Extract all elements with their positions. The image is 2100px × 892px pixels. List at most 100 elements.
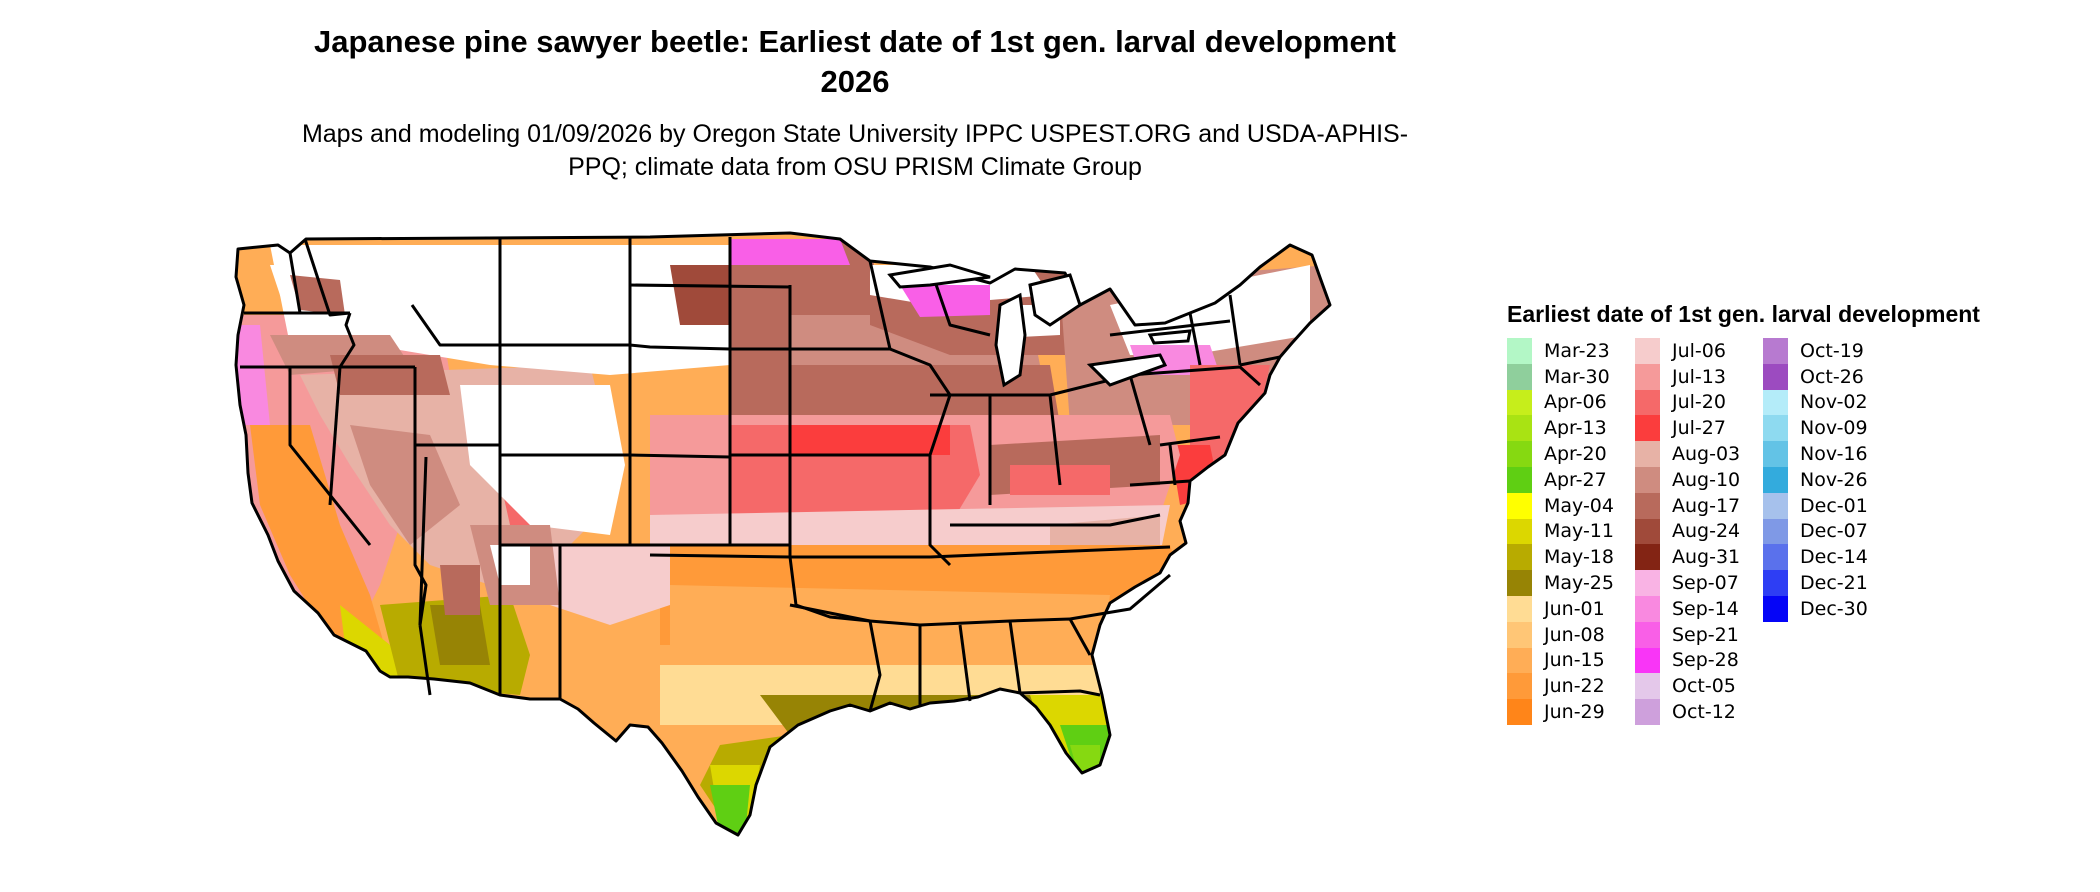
legend-label: Oct-26 bbox=[1800, 365, 1864, 388]
legend-label: Sep-28 bbox=[1672, 649, 1739, 672]
legend-label: Dec-30 bbox=[1800, 597, 1868, 620]
legend-label: Jun-15 bbox=[1544, 649, 1605, 672]
legend-item: Aug-17 bbox=[1635, 492, 1763, 519]
legend-label: Jul-13 bbox=[1672, 365, 1726, 388]
legend-item: Mar-23 bbox=[1507, 338, 1635, 364]
legend-item: Jun-29 bbox=[1507, 699, 1635, 725]
legend-label: Jun-29 bbox=[1544, 701, 1605, 724]
legend-label: Apr-27 bbox=[1544, 468, 1607, 491]
legend-label: Aug-24 bbox=[1672, 520, 1741, 543]
legend-item: Aug-03 bbox=[1635, 441, 1763, 467]
legend-label: Jul-06 bbox=[1672, 339, 1726, 362]
legend-label: Nov-02 bbox=[1800, 391, 1868, 414]
legend-label: Aug-03 bbox=[1672, 443, 1741, 466]
legend-swatch bbox=[1635, 647, 1660, 674]
legend-swatch bbox=[1635, 699, 1660, 725]
legend-title: Earliest date of 1st gen. larval develop… bbox=[1507, 301, 1980, 327]
legend-label: Apr-20 bbox=[1544, 443, 1607, 466]
legend-swatch bbox=[1635, 595, 1660, 622]
legend-swatch bbox=[1763, 363, 1788, 390]
legend-swatch bbox=[1635, 338, 1660, 364]
legend-item: Apr-27 bbox=[1507, 466, 1635, 493]
legend-item: Oct-19 bbox=[1763, 338, 1891, 364]
legend-swatch bbox=[1635, 673, 1660, 700]
legend-item: Aug-31 bbox=[1635, 544, 1763, 571]
legend-item: Dec-30 bbox=[1763, 595, 1891, 622]
legend-swatch bbox=[1507, 415, 1532, 442]
legend-item: Jul-20 bbox=[1635, 389, 1763, 416]
title-block: Japanese pine sawyer beetle: Earliest da… bbox=[280, 22, 1430, 184]
state-boundaries bbox=[234, 231, 1332, 837]
map-title: Japanese pine sawyer beetle: Earliest da… bbox=[314, 24, 1396, 99]
legend-item: Jun-08 bbox=[1507, 621, 1635, 648]
legend-item: Jun-01 bbox=[1507, 595, 1635, 622]
legend-label: Dec-07 bbox=[1800, 520, 1868, 543]
legend-swatch bbox=[1635, 492, 1660, 519]
legend-item: Dec-21 bbox=[1763, 570, 1891, 596]
legend-item: Jun-22 bbox=[1507, 673, 1635, 700]
legend-label: Nov-26 bbox=[1800, 468, 1868, 491]
legend-label: Dec-14 bbox=[1800, 546, 1868, 569]
legend: Earliest date of 1st gen. larval develop… bbox=[1507, 300, 2047, 725]
legend-swatch bbox=[1635, 389, 1660, 416]
legend-label: Jul-20 bbox=[1672, 391, 1726, 414]
legend-item: Mar-30 bbox=[1507, 363, 1635, 390]
legend-swatch bbox=[1763, 441, 1788, 467]
legend-swatch bbox=[1635, 518, 1660, 545]
legend-swatch bbox=[1763, 466, 1788, 493]
legend-item: May-11 bbox=[1507, 518, 1635, 545]
legend-item: Sep-21 bbox=[1635, 621, 1763, 648]
legend-swatch bbox=[1763, 338, 1788, 364]
legend-item: Nov-02 bbox=[1763, 389, 1891, 416]
legend-label: Dec-01 bbox=[1800, 494, 1868, 517]
legend-label: Jun-22 bbox=[1544, 675, 1605, 698]
legend-label: Apr-06 bbox=[1544, 391, 1607, 414]
legend-swatch bbox=[1635, 363, 1660, 390]
legend-label: Aug-10 bbox=[1672, 468, 1741, 491]
legend-label: Jun-08 bbox=[1544, 623, 1605, 646]
legend-label: Aug-17 bbox=[1672, 494, 1741, 517]
legend-columns: Mar-23 Mar-30 Apr-06 Apr-13 Apr-20 Apr-27 May-… bbox=[1507, 338, 2047, 725]
legend-item: Aug-10 bbox=[1635, 466, 1763, 493]
legend-swatch bbox=[1763, 570, 1788, 596]
legend-swatch bbox=[1507, 544, 1532, 571]
legend-item: Aug-24 bbox=[1635, 518, 1763, 545]
legend-item: Dec-01 bbox=[1763, 492, 1891, 519]
legend-item: Dec-14 bbox=[1763, 544, 1891, 571]
legend-label: Jul-27 bbox=[1672, 417, 1726, 440]
legend-label: Aug-31 bbox=[1672, 546, 1741, 569]
legend-item: Jul-13 bbox=[1635, 363, 1763, 390]
legend-swatch bbox=[1763, 544, 1788, 571]
legend-label: Sep-07 bbox=[1672, 572, 1739, 595]
legend-swatch bbox=[1763, 595, 1788, 622]
legend-item: May-18 bbox=[1507, 544, 1635, 571]
legend-item: Sep-28 bbox=[1635, 647, 1763, 674]
legend-label: Sep-14 bbox=[1672, 597, 1739, 620]
legend-swatch bbox=[1763, 389, 1788, 416]
legend-swatch bbox=[1507, 570, 1532, 596]
legend-item: May-04 bbox=[1507, 492, 1635, 519]
legend-item: Nov-09 bbox=[1763, 415, 1891, 442]
great-lakes bbox=[887, 263, 1192, 388]
legend-swatch bbox=[1763, 415, 1788, 442]
legend-item: Oct-26 bbox=[1763, 363, 1891, 390]
legend-label: Oct-19 bbox=[1800, 339, 1864, 362]
legend-item: Oct-12 bbox=[1635, 699, 1763, 725]
legend-label: Apr-13 bbox=[1544, 417, 1607, 440]
legend-item: Dec-07 bbox=[1763, 518, 1891, 545]
legend-label: Nov-09 bbox=[1800, 417, 1868, 440]
legend-item: Nov-26 bbox=[1763, 466, 1891, 493]
legend-swatch bbox=[1507, 492, 1532, 519]
legend-column: Jul-06 Jul-13 Jul-20 Jul-27 Aug-03 Aug-10 Aug-… bbox=[1635, 338, 1763, 725]
map-subtitle: Maps and modeling 01/09/2026 by Oregon S… bbox=[301, 120, 1409, 181]
legend-item: Apr-13 bbox=[1507, 415, 1635, 442]
legend-label: Dec-21 bbox=[1800, 572, 1868, 595]
legend-swatch bbox=[1635, 621, 1660, 648]
legend-swatch bbox=[1635, 466, 1660, 493]
legend-swatch bbox=[1507, 518, 1532, 545]
legend-swatch bbox=[1507, 595, 1532, 622]
legend-label: May-25 bbox=[1544, 572, 1614, 595]
legend-item: Sep-14 bbox=[1635, 595, 1763, 622]
legend-swatch bbox=[1507, 363, 1532, 390]
legend-swatch bbox=[1507, 673, 1532, 700]
